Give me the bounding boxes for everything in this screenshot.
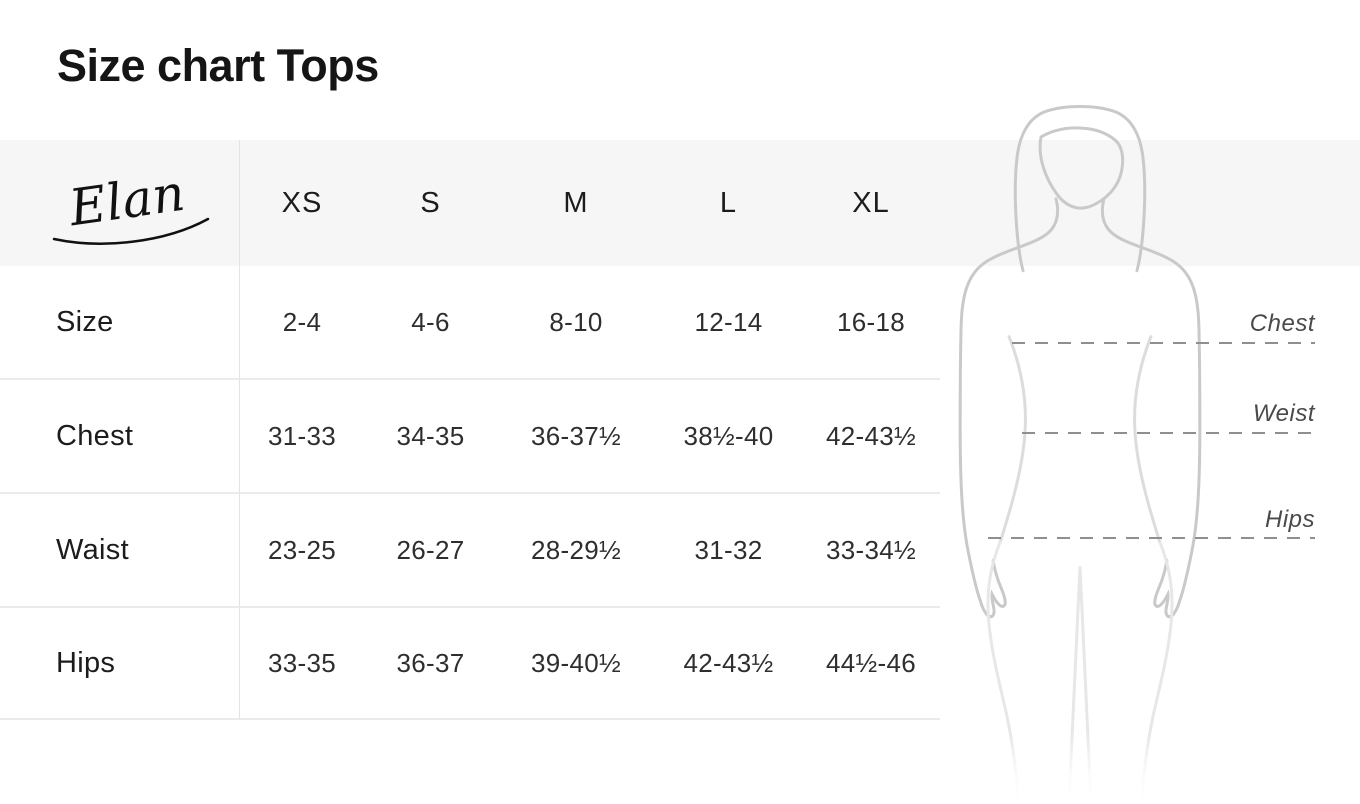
hair-outline: [1013, 105, 1147, 273]
size-xl-value: 16-18: [802, 266, 940, 380]
row-label-chest: Chest: [0, 380, 240, 494]
size-xs-value: 2-4: [240, 266, 364, 380]
chest-m-value: 36-37½: [497, 380, 655, 494]
waist-l-value: 31-32: [655, 494, 802, 608]
size-column-header-m: M: [563, 186, 589, 219]
hips-s-value: 36-37: [364, 608, 497, 720]
size-l-value: 12-14: [655, 266, 802, 380]
hips-l-value: 42-43½: [655, 608, 802, 720]
waist-xs-value: 23-25: [240, 494, 364, 608]
size-column-header-s: S: [420, 186, 441, 219]
size-m-value: 8-10: [497, 266, 655, 380]
chest-xl-value: 42-43½: [802, 380, 940, 494]
chest-xs-value: 31-33: [240, 380, 364, 494]
waist-xl-value: 33-34½: [802, 494, 940, 608]
waist-m-value: 28-29½: [497, 494, 655, 608]
left-leg-outline: [986, 540, 1020, 802]
brand-logo-underline: [52, 217, 210, 245]
row-label-size: Size: [0, 266, 240, 380]
hips-measure-label: Hips: [1264, 506, 1315, 533]
left-arm-outline: [958, 197, 1060, 619]
face-outline: [1038, 126, 1125, 210]
chest-measure-label: Chest: [1249, 310, 1315, 337]
size-s-value: 4-6: [364, 266, 497, 380]
right-arm-outline: [1100, 197, 1202, 619]
right-leg-outline: [1140, 540, 1174, 802]
hips-xl-value: 44½-46: [802, 608, 940, 720]
waist-s-value: 26-27: [364, 494, 497, 608]
size-column-header-xs: XS: [281, 186, 323, 219]
page-title: Size chart Tops: [57, 40, 379, 91]
hips-measure-line: [988, 537, 1315, 539]
waist-measure-line: [1022, 432, 1315, 434]
brand-logo-svg: Elan: [52, 164, 210, 245]
inner-legs-outline: [1067, 566, 1093, 804]
brand-logo-text: Elan: [65, 164, 189, 238]
row-label-hips: Hips: [0, 608, 240, 720]
size-column-header-xl: XL: [852, 186, 890, 219]
chest-l-value: 38½-40: [655, 380, 802, 494]
hips-xs-value: 33-35: [240, 608, 364, 720]
brand-logo: Elan: [0, 140, 240, 266]
left-torso-outline: [998, 335, 1027, 544]
row-label-waist: Waist: [0, 494, 240, 608]
waist-measure-label: Weist: [1252, 400, 1315, 427]
size-column-header-l: L: [719, 186, 738, 219]
chest-s-value: 34-35: [364, 380, 497, 494]
hips-m-value: 39-40½: [497, 608, 655, 720]
size-chart-table: Elan XS S M L XL Size 2-4 4-6 8-10 12-14…: [0, 140, 940, 720]
right-torso-outline: [1133, 335, 1162, 544]
body-silhouette-illustration: [958, 105, 1202, 804]
chest-measure-line: [1012, 342, 1315, 344]
